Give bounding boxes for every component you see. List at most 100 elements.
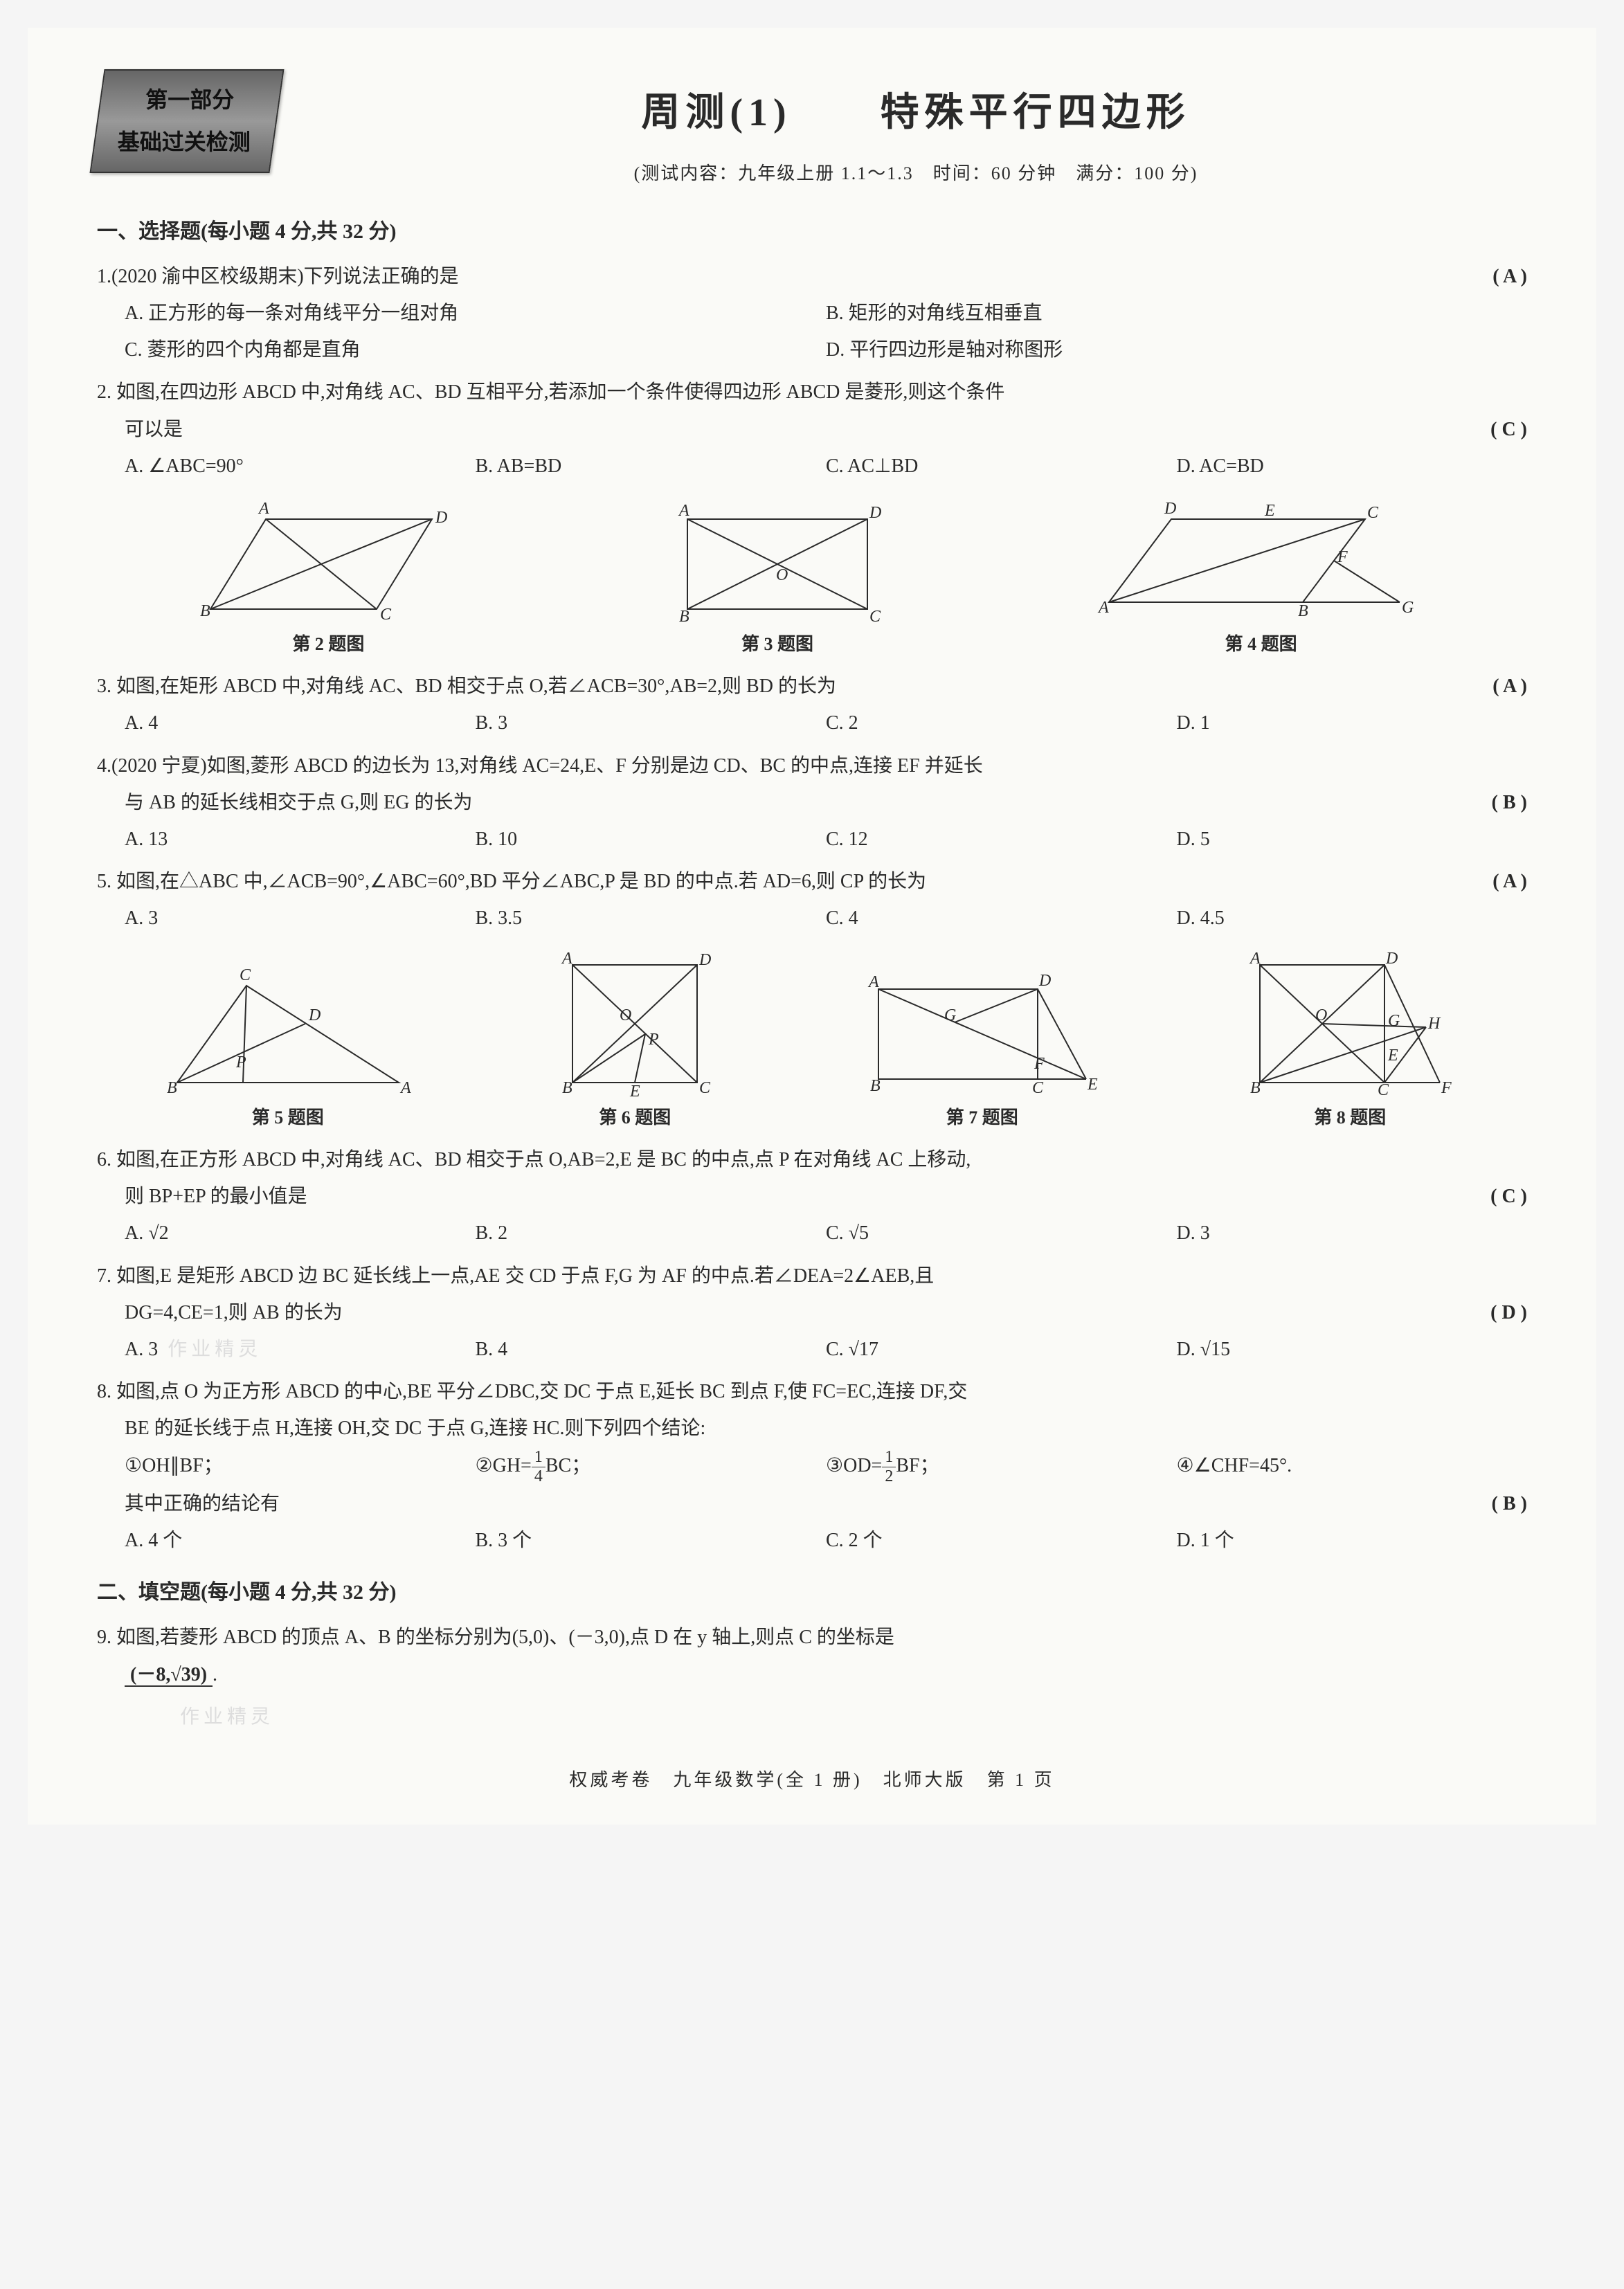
q8-text2: BE 的延长线于点 H,连接 OH,交 DC 于点 G,连接 HC.则下列四个结…: [125, 1410, 1527, 1447]
svg-text:P: P: [648, 1031, 659, 1049]
caption-7: 第 7 题图: [858, 1101, 1107, 1134]
svg-text:A: A: [561, 951, 572, 968]
q8-optD: D. 1 个: [1177, 1522, 1528, 1559]
q2-text2: 可以是: [125, 419, 183, 440]
subtitle: (测试内容：九年级上册 1.1～1.3 时间：60 分钟 满分：100 分): [305, 156, 1527, 190]
title-block: 周测(1) 特殊平行四边形 (测试内容：九年级上册 1.1～1.3 时间：60 …: [305, 69, 1527, 191]
figure-4-svg: AD CB EF G: [1095, 498, 1427, 623]
q5-optC: C. 4: [826, 900, 1177, 937]
figure-row-2: BA CD P 第 5 题图 AD BC OP: [97, 951, 1527, 1134]
svg-text:G: G: [944, 1006, 956, 1024]
answer-2: ( C ): [1490, 411, 1527, 448]
header: 第一部分 基础过关检测 周测(1) 特殊平行四边形 (测试内容：九年级上册 1.…: [97, 69, 1527, 191]
svg-text:A: A: [399, 1079, 411, 1096]
svg-text:B: B: [679, 608, 689, 623]
question-7: 7. 如图,E 是矩形 ABCD 边 BC 延长线上一点,AE 交 CD 于点 …: [97, 1258, 1527, 1368]
q1-optC: C. 菱形的四个内角都是直角: [125, 332, 826, 368]
q6-optC: C. √5: [826, 1215, 1177, 1251]
q5-optB: B. 3.5: [476, 900, 827, 937]
question-9: 9. 如图,若菱形 ABCD 的顶点 A、B 的坐标分别为(5,0)、(－3,0…: [97, 1619, 1527, 1692]
q9-answer: (－8,√39): [125, 1664, 213, 1687]
figure-6-svg: AD BC OP E: [545, 951, 725, 1096]
svg-text:F: F: [1337, 548, 1348, 566]
answer-6: ( C ): [1490, 1178, 1527, 1215]
caption-5: 第 5 题图: [163, 1101, 413, 1134]
q1-text: 1.(2020 渝中区校级期末)下列说法正确的是: [97, 266, 459, 287]
watermark-1: 作业精灵: [168, 1339, 262, 1360]
q8-text: 8. 如图,点 O 为正方形 ABCD 的中心,BE 平分∠DBC,交 DC 于…: [97, 1381, 967, 1402]
svg-text:E: E: [1387, 1047, 1398, 1065]
svg-text:O: O: [776, 566, 788, 584]
q4-options: A. 13 B. 10 C. 12 D. 5: [125, 821, 1527, 858]
figure-3-svg: AD BC O: [660, 498, 895, 623]
q2-optC: C. AC⊥BD: [826, 448, 1177, 485]
q8-options: A. 4 个 B. 3 个 C. 2 个 D. 1 个: [125, 1522, 1527, 1559]
q9-text: 9. 如图,若菱形 ABCD 的顶点 A、B 的坐标分别为(5,0)、(－3,0…: [97, 1627, 894, 1648]
svg-text:A: A: [1249, 951, 1261, 968]
svg-text:A: A: [678, 502, 689, 520]
q5-text: 5. 如图,在△ABC 中,∠ACB=90°,∠ABC=60°,BD 平分∠AB…: [97, 871, 926, 892]
svg-text:B: B: [870, 1077, 881, 1095]
figure-5-svg: BA CD P: [163, 965, 413, 1096]
q8-c4: ④∠CHF=45°.: [1177, 1447, 1528, 1485]
q8-optC: C. 2 个: [826, 1522, 1177, 1559]
q7-optB: B. 4: [476, 1331, 827, 1368]
q7-optA: A. 3 作业精灵: [125, 1331, 476, 1368]
q2-optB: B. AB=BD: [476, 448, 827, 485]
svg-text:D: D: [1385, 951, 1398, 968]
svg-text:C: C: [1032, 1079, 1044, 1096]
section-1-header: 一、选择题(每小题 4 分,共 32 分): [97, 212, 1527, 251]
q6-optB: B. 2: [476, 1215, 827, 1251]
svg-text:H: H: [1427, 1015, 1441, 1033]
question-6: 6. 如图,在正方形 ABCD 中,对角线 AC、BD 相交于点 O,AB=2,…: [97, 1141, 1527, 1252]
figure-7-svg: AD BC EG F: [858, 972, 1107, 1096]
q7-text: 7. 如图,E 是矩形 ABCD 边 BC 延长线上一点,AE 交 CD 于点 …: [97, 1265, 934, 1287]
q2-optA: A. ∠ABC=90°: [125, 448, 476, 485]
exam-page: 第一部分 基础过关检测 周测(1) 特殊平行四边形 (测试内容：九年级上册 1.…: [28, 28, 1596, 1825]
q6-text: 6. 如图,在正方形 ABCD 中,对角线 AC、BD 相交于点 O,AB=2,…: [97, 1149, 971, 1170]
answer-1: ( A ): [1492, 258, 1527, 295]
watermark-2: 作业精灵: [180, 1699, 1527, 1735]
figure-2: AD BC 第 2 题图: [197, 498, 460, 661]
svg-text:C: C: [240, 966, 251, 984]
svg-text:B: B: [1298, 602, 1308, 620]
caption-4: 第 4 题图: [1095, 627, 1427, 661]
page-footer: 权威考卷 九年级数学(全 1 册) 北师大版 第 1 页: [97, 1763, 1527, 1797]
svg-text:C: C: [380, 606, 392, 623]
caption-3: 第 3 题图: [660, 627, 895, 661]
svg-text:A: A: [1097, 599, 1109, 617]
svg-text:A: A: [258, 500, 269, 518]
svg-text:G: G: [1402, 599, 1414, 617]
q2-optD: D. AC=BD: [1177, 448, 1528, 485]
question-2: 2. 如图,在四边形 ABCD 中,对角线 AC、BD 互相平分,若添加一个条件…: [97, 374, 1527, 485]
svg-text:C: C: [699, 1079, 711, 1096]
q8-conclusions: ①OH∥BF； ②GH=14BC； ③OD=12BF； ④∠CHF=45°.: [125, 1447, 1527, 1485]
figure-5: BA CD P 第 5 题图: [163, 965, 413, 1134]
q8-optB: B. 3 个: [476, 1522, 827, 1559]
q7-options: A. 3 作业精灵 B. 4 C. √17 D. √15: [125, 1331, 1527, 1368]
q8-c1: ①OH∥BF；: [125, 1447, 476, 1485]
q7-optC: C. √17: [826, 1331, 1177, 1368]
figure-2-svg: AD BC: [197, 498, 460, 623]
svg-text:C: C: [1378, 1081, 1389, 1096]
svg-text:D: D: [1038, 972, 1051, 990]
q4-optD: D. 5: [1177, 821, 1528, 858]
svg-text:B: B: [562, 1079, 572, 1096]
q2-options: A. ∠ABC=90° B. AB=BD C. AC⊥BD D. AC=BD: [125, 448, 1527, 485]
question-5: ( A ) 5. 如图,在△ABC 中,∠ACB=90°,∠ABC=60°,BD…: [97, 863, 1527, 937]
q4-text: 4.(2020 宁夏)如图,菱形 ABCD 的边长为 13,对角线 AC=24,…: [97, 755, 983, 777]
q3-options: A. 4 B. 3 C. 2 D. 1: [125, 705, 1527, 741]
svg-text:D: D: [308, 1006, 321, 1024]
q4-optB: B. 10: [476, 821, 827, 858]
q1-optD: D. 平行四边形是轴对称图形: [826, 332, 1527, 368]
figure-3: AD BC O 第 3 题图: [660, 498, 895, 661]
q3-text: 3. 如图,在矩形 ABCD 中,对角线 AC、BD 相交于点 O,若∠ACB=…: [97, 676, 836, 697]
q4-optC: C. 12: [826, 821, 1177, 858]
q8-optA: A. 4 个: [125, 1522, 476, 1559]
answer-5: ( A ): [1492, 863, 1527, 900]
svg-text:D: D: [435, 509, 447, 527]
q6-optD: D. 3: [1177, 1215, 1528, 1251]
section-2-header: 二、填空题(每小题 4 分,共 32 分): [97, 1573, 1527, 1612]
q3-optB: B. 3: [476, 705, 827, 741]
q3-optA: A. 4: [125, 705, 476, 741]
